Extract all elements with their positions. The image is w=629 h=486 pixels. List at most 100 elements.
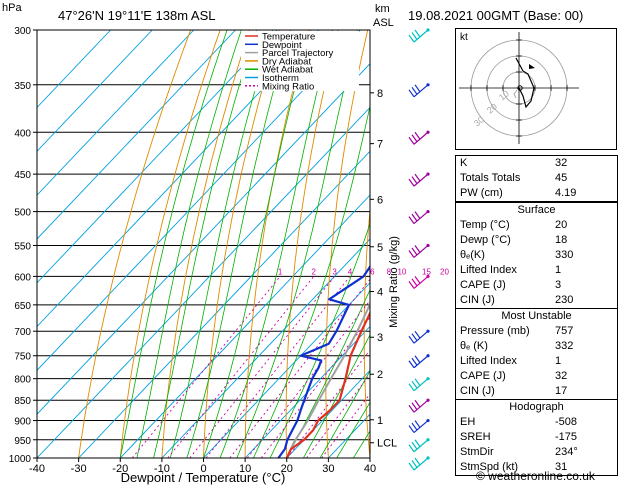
datetime-label: 19.08.2021 00GMT (Base: 00) bbox=[408, 8, 584, 23]
wind-barb bbox=[408, 377, 430, 392]
mixing-ratio-label: 4 bbox=[348, 267, 353, 276]
legend-entry: Parcel Trajectory bbox=[262, 48, 334, 59]
wind-barb bbox=[408, 438, 430, 453]
wet-adiabat bbox=[136, 30, 242, 458]
isotherm-line bbox=[203, 282, 370, 458]
wind-barb bbox=[408, 209, 430, 225]
wind-barb bbox=[408, 274, 430, 289]
x-tick-label: 30 bbox=[322, 463, 334, 475]
y-tick-label: 850 bbox=[14, 396, 31, 407]
dry-adiabat bbox=[119, 30, 221, 458]
mixing-ratio-label: 8 bbox=[387, 267, 392, 276]
wet-adiabat bbox=[253, 104, 370, 458]
legend-background bbox=[241, 31, 359, 91]
most-unstable-row: Pressure (mb) 757 bbox=[460, 325, 574, 337]
hodograph-unit: kt bbox=[460, 32, 468, 43]
legend-entry: Mixing Ratio bbox=[262, 81, 314, 92]
surface-row: CAPE (J) 3 bbox=[460, 279, 562, 291]
isotherm-line bbox=[37, 30, 236, 240]
mixing-ratio-label: 10 bbox=[397, 267, 406, 276]
wet-adiabat bbox=[219, 30, 333, 458]
wet-adiabat bbox=[336, 401, 370, 458]
wet-adiabat bbox=[169, 30, 274, 458]
location-label: 47°26'N 19°11'E 138m ASL bbox=[58, 8, 216, 23]
storm-motion-marker bbox=[529, 64, 535, 69]
skew-t-diagram: 3003504004505005506006507007508008509009… bbox=[9, 26, 452, 485]
hodograph-row: EH -508 bbox=[460, 416, 578, 428]
y-tick-label: 450 bbox=[14, 170, 31, 181]
dry-adiabat bbox=[161, 30, 251, 458]
mixing-ratio-label: 20 bbox=[440, 267, 449, 276]
km-tick-label: 6 bbox=[377, 194, 383, 206]
most-unstable-row: θₑ (K) 332 bbox=[460, 340, 574, 352]
km-tick-label: 3 bbox=[377, 332, 383, 344]
y-tick-label: 300 bbox=[14, 26, 31, 37]
wet-adiabat bbox=[286, 288, 370, 458]
km-tick-label: 8 bbox=[377, 88, 383, 100]
y-tick-label: 550 bbox=[14, 241, 31, 252]
hodograph-ring-label-20: 20 bbox=[485, 101, 499, 115]
km-tick-label: 2 bbox=[377, 369, 383, 381]
km-tick-label: 5 bbox=[377, 242, 383, 254]
wet-adiabat bbox=[352, 430, 370, 458]
x-tick-label: -40 bbox=[29, 463, 45, 475]
legend-entry: Dry Adiabat bbox=[262, 56, 311, 67]
legend-entry: Wet Adiabat bbox=[262, 65, 313, 76]
mixing-ratio-label: 15 bbox=[422, 267, 431, 276]
wet-adiabat bbox=[186, 30, 291, 458]
legend-entry: Temperature bbox=[262, 32, 315, 43]
mixing-ratio-line bbox=[189, 276, 335, 458]
isotherm-line bbox=[161, 238, 370, 458]
isotherm-line bbox=[286, 369, 370, 458]
credit-link[interactable]: © weatheronline.co.uk bbox=[476, 469, 595, 483]
wind-barb bbox=[408, 130, 430, 145]
legend-entry: Dewpoint bbox=[262, 40, 302, 51]
km-tick-label: 4 bbox=[377, 286, 383, 298]
wind-barb bbox=[408, 456, 430, 471]
km-tick-label: LCL bbox=[377, 438, 397, 450]
mixing-ratio-label: 6 bbox=[370, 267, 375, 276]
dry-adiabat bbox=[325, 30, 369, 458]
wet-adiabat bbox=[203, 30, 311, 458]
wind-barb bbox=[408, 28, 430, 43]
x-tick-label: -10 bbox=[154, 463, 170, 475]
y-tick-label: 800 bbox=[14, 375, 31, 386]
dry-adiabat bbox=[244, 30, 310, 458]
wet-adiabat bbox=[269, 222, 370, 458]
wet-adiabat bbox=[236, 30, 359, 458]
wind-barb bbox=[408, 398, 430, 413]
x-tick-label: 20 bbox=[281, 463, 293, 475]
series-dewpoint bbox=[277, 264, 370, 458]
pressure-unit-label: hPa bbox=[2, 2, 22, 14]
wind-barb bbox=[408, 243, 430, 258]
asl-label: ASL bbox=[373, 17, 394, 29]
mixing-ratio-label: 3 bbox=[332, 267, 337, 276]
y-tick-label: 700 bbox=[14, 327, 31, 338]
y-tick-label: 500 bbox=[14, 208, 31, 219]
km-label: km bbox=[375, 3, 390, 15]
hodograph-ring-label-10: 10 bbox=[497, 88, 511, 102]
dry-adiabat bbox=[437, 30, 452, 458]
x-tick-label: 0 bbox=[200, 463, 206, 475]
dry-adiabat bbox=[203, 30, 280, 458]
most-unstable-row: Lifted Index 1 bbox=[460, 355, 562, 367]
mixing-ratio-line bbox=[205, 276, 351, 458]
hodograph-panel: kt 10 20 30 bbox=[455, 28, 617, 150]
dry-adiabat bbox=[285, 30, 339, 458]
hodograph-stats-title: Hodograph bbox=[509, 401, 564, 413]
x-tick-label: -30 bbox=[71, 463, 87, 475]
km-tick-label: 7 bbox=[377, 139, 383, 151]
series-temperature bbox=[285, 310, 370, 458]
surface-panel: Surface Temp (°C) 20 Dewp (°C) 18 θₑ(K) 330… bbox=[455, 202, 618, 476]
surface-title: Surface bbox=[517, 204, 556, 216]
index-panel-top: K 32 Totals Totals 45 PW (cm) 4.19 bbox=[455, 155, 618, 202]
mixing-ratio-axis-label: Mixing Ratio (g/kg) bbox=[388, 236, 400, 328]
wind-barb bbox=[408, 83, 430, 98]
wet-adiabat bbox=[119, 30, 228, 458]
isotherm-line bbox=[244, 325, 370, 458]
y-tick-label: 400 bbox=[14, 128, 31, 139]
x-tick-label: 10 bbox=[239, 463, 251, 475]
hodograph-row: StmSpd (kt) 31 bbox=[460, 461, 568, 473]
wet-adiabat bbox=[319, 370, 370, 458]
index-row-k: K 32 bbox=[460, 157, 568, 169]
